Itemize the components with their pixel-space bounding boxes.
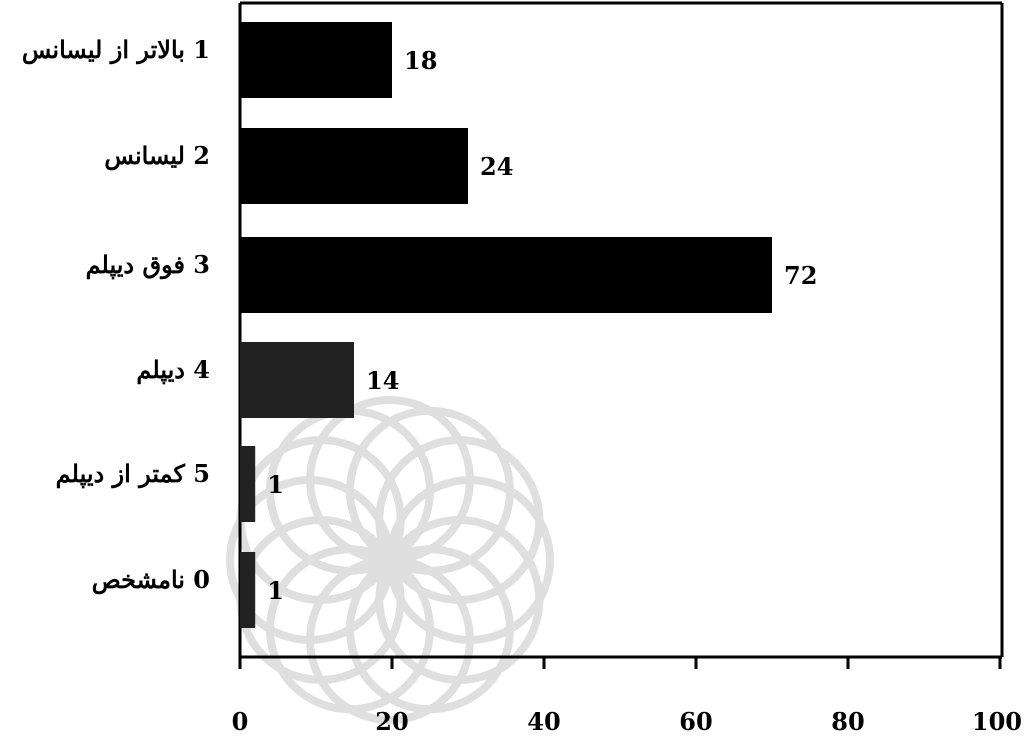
bar — [240, 552, 256, 628]
watermark-petal — [386, 476, 554, 644]
watermark-petal — [306, 396, 474, 564]
bars-group — [240, 22, 772, 628]
bar-data-label: 1 — [267, 576, 284, 605]
watermark-petal — [226, 476, 394, 644]
bar — [240, 237, 772, 313]
x-tick-label: 80 — [831, 707, 864, 736]
watermark-petal — [375, 516, 544, 684]
bar-data-label: 14 — [366, 366, 399, 395]
bar-data-label: 18 — [404, 46, 437, 75]
bar — [240, 446, 256, 522]
category-label: 0 نامشخص — [92, 565, 210, 595]
category-label: 1 بالاتر از لیسانس — [22, 35, 210, 65]
category-labels-group: 1 بالاتر از لیسانس 2 لیسانس 3 فوق دیپلم 4 د… — [22, 35, 210, 595]
bar — [240, 128, 468, 204]
category-label: 2 لیسانس — [104, 141, 210, 171]
watermark-petal — [346, 406, 514, 575]
watermark-emblem — [226, 396, 554, 724]
watermark-petal — [266, 545, 434, 714]
bar — [240, 22, 392, 98]
category-label: 4 دیپلم — [136, 355, 210, 385]
x-tick-label: 60 — [679, 707, 712, 736]
category-label: 3 فوق دیپلم — [86, 250, 210, 280]
x-tick-label: 0 — [232, 707, 249, 736]
bar-data-label: 24 — [480, 152, 513, 181]
x-tick-label: 20 — [375, 707, 408, 736]
category-label: 5 کمتر از دیپلم — [56, 459, 210, 489]
x-axis-ticks-group: 0 20 40 60 80 100 — [232, 657, 1022, 736]
bar-data-label: 72 — [784, 261, 817, 290]
x-tick-label: 40 — [527, 707, 560, 736]
x-tick-label: 100 — [972, 707, 1022, 736]
watermark-petal — [375, 436, 544, 604]
watermark-petal — [306, 556, 474, 724]
bar-data-label: 1 — [267, 470, 284, 499]
watermark-petal — [346, 545, 514, 714]
data-labels-group: 18 24 72 14 1 1 — [267, 46, 817, 605]
bar — [240, 342, 354, 418]
plot-frame — [238, 1, 1004, 659]
